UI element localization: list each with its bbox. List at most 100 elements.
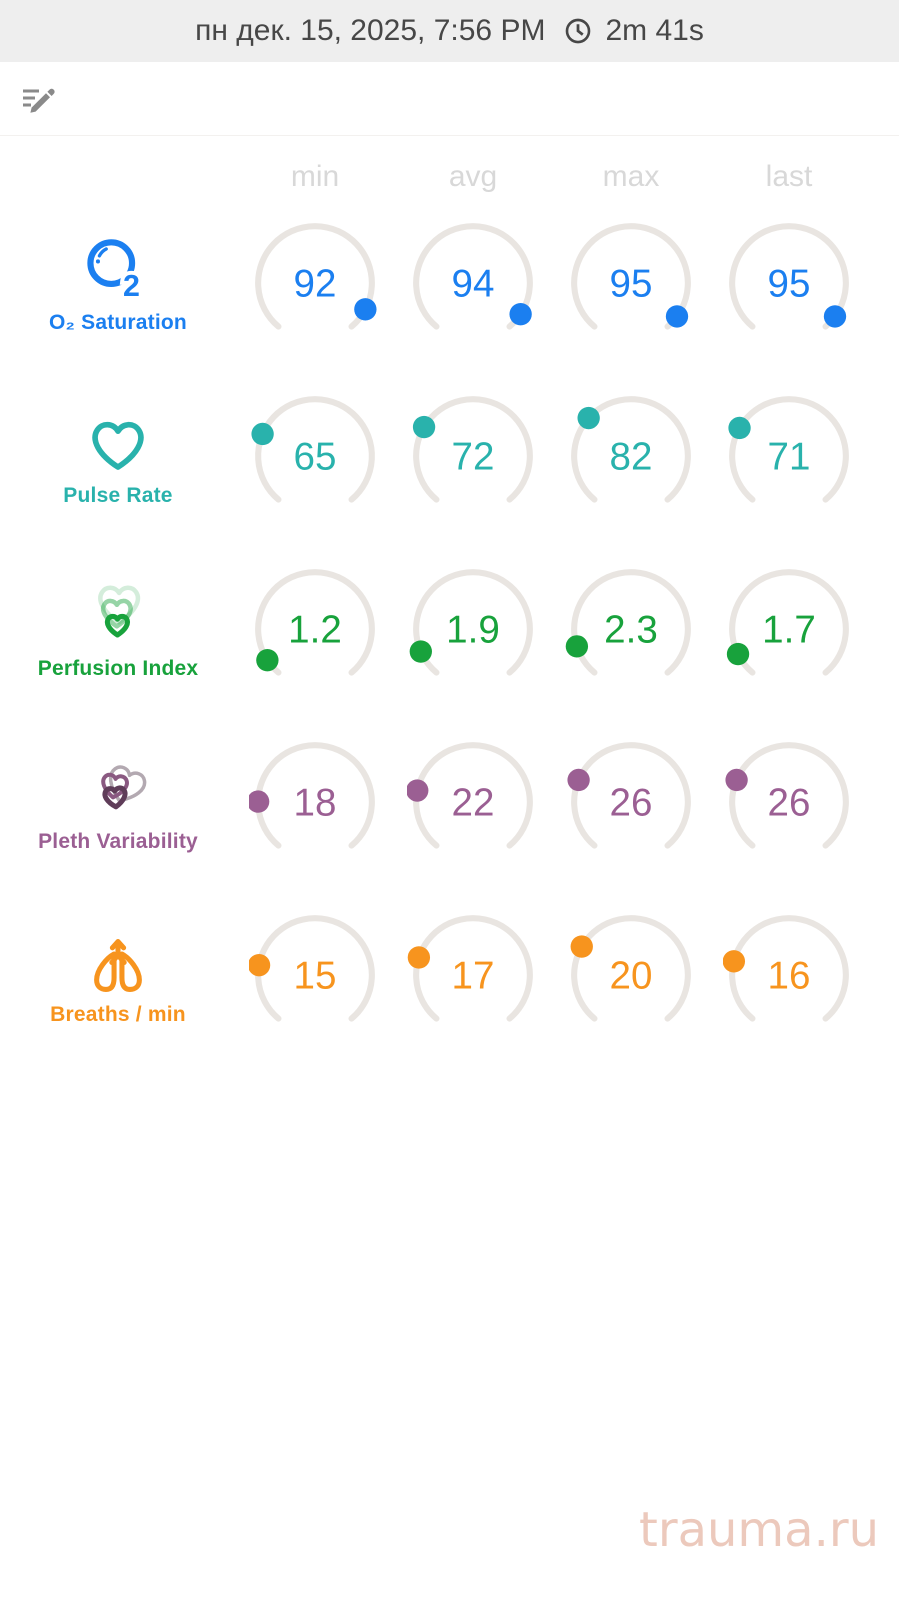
gauge-cell-pleth-variability-max: 26 bbox=[552, 715, 710, 888]
gauge-cell-pleth-variability-min: 18 bbox=[236, 715, 394, 888]
gauge-value: 16 bbox=[768, 954, 811, 997]
gauge-dot bbox=[407, 945, 431, 969]
gauge-cell-pulse-rate-last: 71 bbox=[710, 369, 868, 542]
metric-breaths-per-min: Breaths / min bbox=[0, 888, 236, 1061]
gauge-dot bbox=[567, 768, 590, 791]
svg-text:2: 2 bbox=[123, 269, 140, 302]
gauge-dot bbox=[249, 953, 271, 976]
note-edit-icon bbox=[23, 88, 55, 113]
gauge-dot bbox=[412, 415, 436, 438]
gauge-track bbox=[413, 914, 533, 1022]
gauge-value: 1.2 bbox=[288, 608, 342, 651]
gauge-o2-saturation: 95 bbox=[571, 222, 691, 330]
gauge-cell-o2-saturation-last: 95 bbox=[710, 196, 868, 369]
column-header-min: min bbox=[290, 160, 340, 193]
gauge-value: 15 bbox=[294, 954, 337, 997]
gauge-cell-o2-saturation-max: 95 bbox=[552, 196, 710, 369]
gauge-value: 1.7 bbox=[762, 608, 816, 651]
gauge-track bbox=[571, 222, 691, 330]
gauge-track bbox=[413, 568, 533, 676]
gauge-track bbox=[413, 222, 533, 330]
gauge-dot bbox=[565, 634, 589, 658]
session-duration: 2m 41s bbox=[605, 14, 704, 47]
column-header-avg: avg bbox=[448, 160, 498, 193]
metrics-grid: min avg max last 2 2 O₂ Saturation 92 94 95 … bbox=[0, 136, 899, 1061]
gauge-pulse-rate: 71 bbox=[728, 395, 849, 503]
gauge-track bbox=[571, 395, 691, 503]
gauge-track bbox=[729, 568, 849, 676]
gauge-value: 94 bbox=[452, 262, 495, 305]
gauge-track bbox=[729, 914, 849, 1022]
gauge-perfusion-index: 2.3 bbox=[565, 568, 691, 676]
gauge-dot bbox=[726, 642, 750, 665]
heart-icon bbox=[82, 404, 154, 480]
gauge-track bbox=[571, 741, 691, 849]
gauge-cell-perfusion-index-last: 1.7 bbox=[710, 542, 868, 715]
gauge-value: 72 bbox=[452, 435, 495, 478]
gauge-pleth-variability: 18 bbox=[249, 741, 375, 849]
gauge-value: 95 bbox=[768, 262, 811, 305]
gauge-value: 20 bbox=[610, 954, 653, 997]
watermark: trauma.ru bbox=[639, 1502, 879, 1558]
gauge-dot bbox=[249, 789, 270, 813]
edit-note-button[interactable] bbox=[18, 79, 62, 119]
gauge-dot bbox=[407, 778, 429, 802]
gauge-value: 22 bbox=[452, 781, 495, 824]
metric-label-o2-saturation: O₂ Saturation bbox=[49, 310, 187, 334]
gauge-breaths-per-min: 15 bbox=[249, 914, 375, 1022]
gauge-value: 65 bbox=[294, 435, 337, 478]
metric-label-pulse-rate: Pulse Rate bbox=[63, 483, 173, 507]
overlapping-hearts-icon bbox=[82, 750, 154, 826]
o2-molecule-icon: 2 2 bbox=[82, 231, 154, 307]
metric-label-breaths-per-min: Breaths / min bbox=[50, 1002, 186, 1026]
svg-text:2: 2 bbox=[123, 269, 140, 302]
gauge-pleth-variability: 26 bbox=[567, 741, 691, 849]
gauge-value: 26 bbox=[610, 781, 653, 824]
clock-icon bbox=[566, 18, 591, 44]
gauge-track bbox=[413, 741, 533, 849]
gauge-cell-perfusion-index-min: 1.2 bbox=[236, 542, 394, 715]
gauge-cell-breaths-per-min-min: 15 bbox=[236, 888, 394, 1061]
gauge-pulse-rate: 82 bbox=[571, 395, 691, 503]
gauge-dot bbox=[256, 648, 279, 671]
metric-label-pleth-variability: Pleth Variability bbox=[38, 829, 198, 853]
gauge-breaths-per-min: 17 bbox=[407, 914, 533, 1022]
gauge-dot bbox=[509, 302, 532, 325]
gauge-value: 17 bbox=[452, 954, 495, 997]
gauge-cell-breaths-per-min-avg: 17 bbox=[394, 888, 552, 1061]
gauge-track bbox=[413, 395, 533, 503]
gauge-dot bbox=[354, 297, 377, 320]
gauge-cell-pleth-variability-last: 26 bbox=[710, 715, 868, 888]
gauge-cell-pulse-rate-max: 82 bbox=[552, 369, 710, 542]
gauge-value: 82 bbox=[610, 435, 653, 478]
gauge-value: 18 bbox=[294, 781, 337, 824]
lungs-icon bbox=[82, 923, 154, 999]
gauge-perfusion-index: 1.2 bbox=[255, 568, 375, 676]
gauge-dot bbox=[723, 949, 746, 972]
metric-perfusion-index: Perfusion Index bbox=[0, 542, 236, 715]
metric-o2-saturation: 2 2 O₂ Saturation bbox=[0, 196, 236, 369]
gauge-pulse-rate: 72 bbox=[412, 395, 533, 503]
gauge-perfusion-index: 1.9 bbox=[409, 568, 533, 676]
gauge-dot bbox=[570, 934, 593, 958]
gauge-cell-breaths-per-min-max: 20 bbox=[552, 888, 710, 1061]
column-header-max: max bbox=[602, 160, 660, 193]
header-date: пн дек. 15, 2025, 7:56 PM bbox=[195, 14, 546, 47]
column-header-last: last bbox=[765, 160, 813, 193]
gauge-value: 1.9 bbox=[446, 608, 500, 651]
gauge-track bbox=[729, 222, 849, 330]
toolbar bbox=[0, 62, 899, 136]
gauge-o2-saturation: 94 bbox=[413, 222, 533, 330]
gauge-value: 95 bbox=[610, 262, 653, 305]
gauge-value: 71 bbox=[768, 435, 811, 478]
metric-pleth-variability: Pleth Variability bbox=[0, 715, 236, 888]
gauge-cell-perfusion-index-max: 2.3 bbox=[552, 542, 710, 715]
gauge-cell-perfusion-index-avg: 1.9 bbox=[394, 542, 552, 715]
gauge-breaths-per-min: 20 bbox=[570, 914, 691, 1022]
gauge-track bbox=[729, 395, 849, 503]
gauge-value: 26 bbox=[768, 781, 811, 824]
gauge-cell-pleth-variability-avg: 22 bbox=[394, 715, 552, 888]
gauge-dot bbox=[823, 304, 847, 328]
gauge-cell-o2-saturation-min: 92 bbox=[236, 196, 394, 369]
gauge-value: 2.3 bbox=[604, 608, 658, 651]
